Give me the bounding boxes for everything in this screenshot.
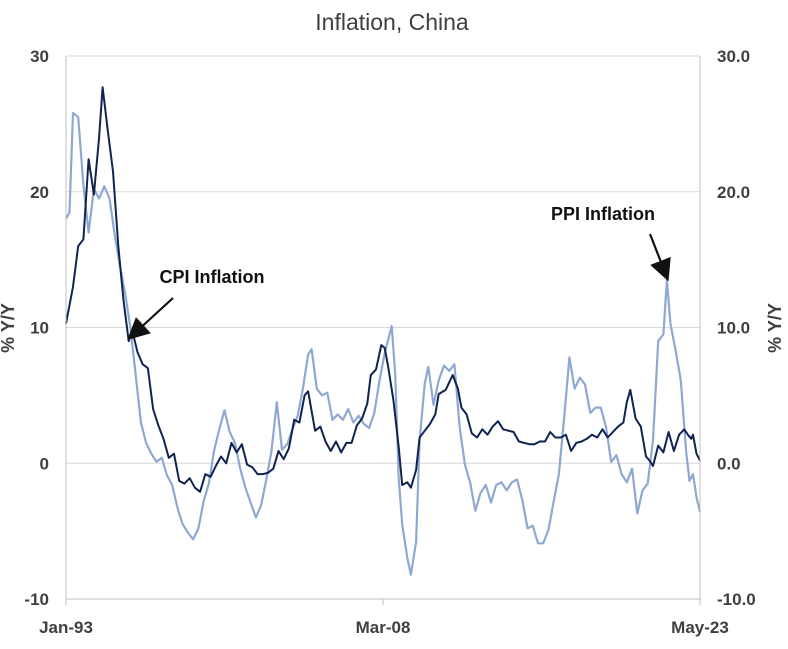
series-lines — [65, 86, 702, 576]
right-y-tick-label: 30.0 — [717, 47, 750, 66]
right-y-tick-label: 10.0 — [717, 319, 750, 338]
right-y-tick-label: -10.0 — [717, 590, 756, 609]
axes: -10 -10.0 0 0.0 10 10.0 20 20.0 30 30.0 Jan-93 Mar-… — [24, 47, 755, 637]
x-tick-label: Jan-93 — [39, 618, 93, 637]
right-y-tick-label: 20.0 — [717, 183, 750, 202]
x-tick-label: Mar-08 — [356, 618, 411, 637]
cpi-inflation-annotation-arrow — [127, 297, 174, 340]
left-y-axis-label: % Y/Y — [0, 303, 18, 353]
right-y-axis-label: % Y/Y — [765, 303, 785, 353]
cpi-inflation-annotation-label: CPI Inflation — [160, 267, 265, 287]
left-y-tick-label: -10 — [24, 590, 49, 609]
ppi-inflation-annotation-label: PPI Inflation — [551, 204, 655, 224]
left-y-tick-label: 10 — [30, 319, 49, 338]
ppi-inflation-line — [65, 111, 702, 576]
x-tick-label: May-23 — [671, 618, 729, 637]
left-y-tick-label: 0 — [40, 454, 49, 473]
ppi-inflation-annotation-arrow — [648, 233, 671, 282]
cpi-inflation-line — [65, 86, 701, 493]
right-y-tick-label: 0.0 — [717, 454, 741, 473]
gridlines — [66, 55, 700, 464]
annotations: CPI Inflation PPI Inflation — [127, 204, 671, 340]
chart-title: Inflation, China — [315, 9, 469, 35]
left-y-tick-label: 30 — [30, 47, 49, 66]
left-y-tick-label: 20 — [30, 183, 49, 202]
